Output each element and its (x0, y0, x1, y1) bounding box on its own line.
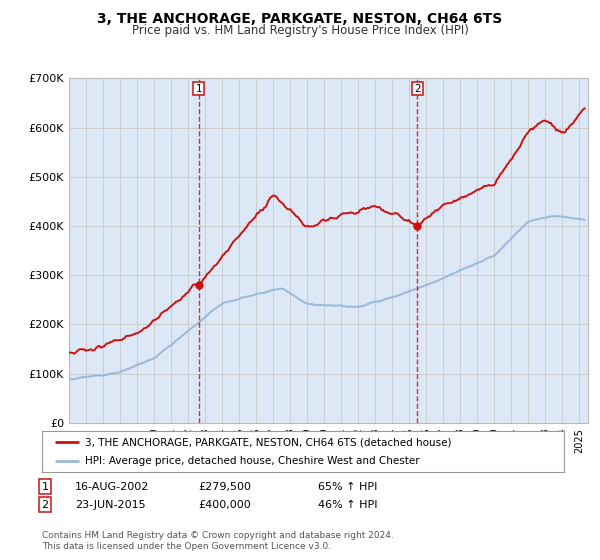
Text: 2: 2 (414, 83, 421, 94)
Text: £279,500: £279,500 (198, 482, 251, 492)
Text: 1: 1 (41, 482, 49, 492)
Text: 2: 2 (41, 500, 49, 510)
Text: 65% ↑ HPI: 65% ↑ HPI (318, 482, 377, 492)
Text: 16-AUG-2002: 16-AUG-2002 (75, 482, 149, 492)
Text: 3, THE ANCHORAGE, PARKGATE, NESTON, CH64 6TS (detached house): 3, THE ANCHORAGE, PARKGATE, NESTON, CH64… (85, 437, 451, 447)
Text: £400,000: £400,000 (198, 500, 251, 510)
Text: 1: 1 (196, 83, 202, 94)
Text: This data is licensed under the Open Government Licence v3.0.: This data is licensed under the Open Gov… (42, 542, 331, 551)
Text: Contains HM Land Registry data © Crown copyright and database right 2024.: Contains HM Land Registry data © Crown c… (42, 531, 394, 540)
Text: Price paid vs. HM Land Registry's House Price Index (HPI): Price paid vs. HM Land Registry's House … (131, 24, 469, 36)
Text: 3, THE ANCHORAGE, PARKGATE, NESTON, CH64 6TS: 3, THE ANCHORAGE, PARKGATE, NESTON, CH64… (97, 12, 503, 26)
Text: 46% ↑ HPI: 46% ↑ HPI (318, 500, 377, 510)
Text: 23-JUN-2015: 23-JUN-2015 (75, 500, 146, 510)
Text: HPI: Average price, detached house, Cheshire West and Chester: HPI: Average price, detached house, Ches… (85, 456, 419, 466)
